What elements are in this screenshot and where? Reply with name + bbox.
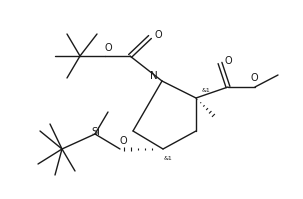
Text: N: N xyxy=(150,71,158,81)
Text: Si: Si xyxy=(92,127,100,137)
Text: &1: &1 xyxy=(164,155,172,161)
Text: O: O xyxy=(119,136,127,146)
Text: O: O xyxy=(104,43,112,53)
Text: &1: &1 xyxy=(201,89,210,94)
Text: O: O xyxy=(224,56,232,66)
Text: O: O xyxy=(154,30,162,40)
Text: O: O xyxy=(250,73,258,83)
